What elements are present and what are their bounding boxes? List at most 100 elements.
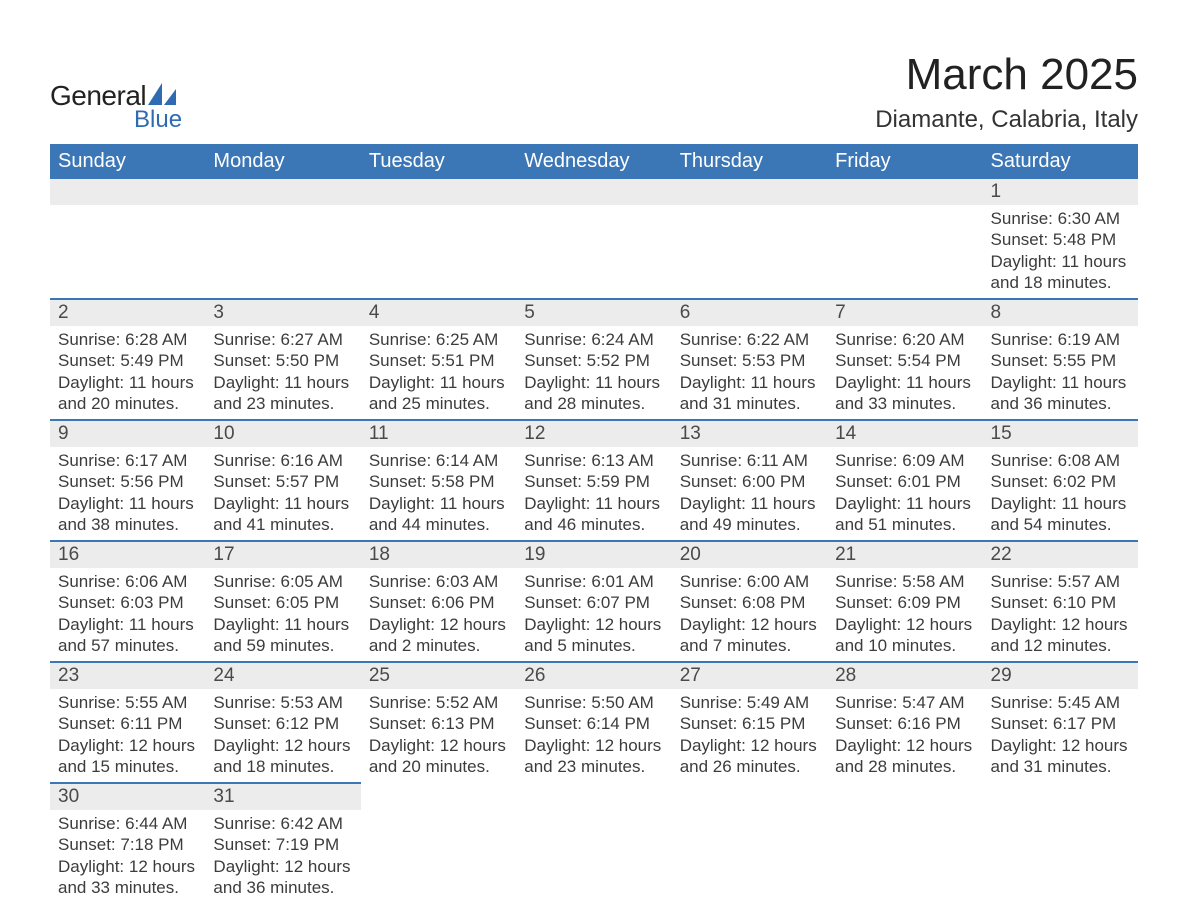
calendar-cell — [983, 783, 1138, 903]
sunset-line: Sunset: 6:06 PM — [369, 592, 508, 613]
sunrise-line: Sunrise: 6:42 AM — [213, 813, 352, 834]
sunrise-line: Sunrise: 5:50 AM — [524, 692, 663, 713]
dow-sunday: Sunday — [50, 144, 205, 179]
calendar-cell: 29Sunrise: 5:45 AMSunset: 6:17 PMDayligh… — [983, 662, 1138, 783]
sunrise-line: Sunrise: 6:09 AM — [835, 450, 974, 471]
calendar-cell — [827, 179, 982, 299]
calendar-cell — [50, 179, 205, 299]
calendar-cell: 31Sunrise: 6:42 AMSunset: 7:19 PMDayligh… — [205, 783, 360, 903]
daylight-line: Daylight: 12 hours and 15 minutes. — [58, 735, 197, 778]
daylight-line: Daylight: 11 hours and 33 minutes. — [835, 372, 974, 415]
sunrise-line: Sunrise: 5:49 AM — [680, 692, 819, 713]
sunrise-line: Sunrise: 6:20 AM — [835, 329, 974, 350]
day-data: Sunrise: 5:49 AMSunset: 6:15 PMDaylight:… — [672, 689, 827, 782]
sunset-line: Sunset: 6:07 PM — [524, 592, 663, 613]
day-number: 28 — [827, 663, 982, 689]
sunset-line: Sunset: 6:03 PM — [58, 592, 197, 613]
calendar-cell: 5Sunrise: 6:24 AMSunset: 5:52 PMDaylight… — [516, 299, 671, 420]
calendar-cell: 19Sunrise: 6:01 AMSunset: 6:07 PMDayligh… — [516, 541, 671, 662]
calendar-cell: 20Sunrise: 6:00 AMSunset: 6:08 PMDayligh… — [672, 541, 827, 662]
day-data: Sunrise: 6:22 AMSunset: 5:53 PMDaylight:… — [672, 326, 827, 419]
calendar-cell — [672, 179, 827, 299]
calendar-cell: 7Sunrise: 6:20 AMSunset: 5:54 PMDaylight… — [827, 299, 982, 420]
calendar-cell — [361, 179, 516, 299]
calendar-cell: 10Sunrise: 6:16 AMSunset: 5:57 PMDayligh… — [205, 420, 360, 541]
day-data: Sunrise: 5:55 AMSunset: 6:11 PMDaylight:… — [50, 689, 205, 782]
day-number: 3 — [205, 300, 360, 326]
day-number — [827, 783, 982, 809]
dow-wednesday: Wednesday — [516, 144, 671, 179]
dow-tuesday: Tuesday — [361, 144, 516, 179]
sunrise-line: Sunrise: 6:13 AM — [524, 450, 663, 471]
calendar-week-row: 23Sunrise: 5:55 AMSunset: 6:11 PMDayligh… — [50, 662, 1138, 783]
sunset-line: Sunset: 6:08 PM — [680, 592, 819, 613]
day-number — [672, 179, 827, 205]
daylight-line: Daylight: 11 hours and 41 minutes. — [213, 493, 352, 536]
calendar-cell — [361, 783, 516, 903]
calendar-cell: 9Sunrise: 6:17 AMSunset: 5:56 PMDaylight… — [50, 420, 205, 541]
sunset-line: Sunset: 5:58 PM — [369, 471, 508, 492]
day-data: Sunrise: 5:47 AMSunset: 6:16 PMDaylight:… — [827, 689, 982, 782]
day-number — [361, 179, 516, 205]
calendar-cell: 17Sunrise: 6:05 AMSunset: 6:05 PMDayligh… — [205, 541, 360, 662]
sunrise-line: Sunrise: 5:45 AM — [991, 692, 1130, 713]
daylight-line: Daylight: 11 hours and 25 minutes. — [369, 372, 508, 415]
day-data: Sunrise: 5:50 AMSunset: 6:14 PMDaylight:… — [516, 689, 671, 782]
sunset-line: Sunset: 5:55 PM — [991, 350, 1130, 371]
day-number — [827, 179, 982, 205]
calendar-week-row: 9Sunrise: 6:17 AMSunset: 5:56 PMDaylight… — [50, 420, 1138, 541]
day-number: 24 — [205, 663, 360, 689]
calendar-cell: 3Sunrise: 6:27 AMSunset: 5:50 PMDaylight… — [205, 299, 360, 420]
day-data: Sunrise: 5:53 AMSunset: 6:12 PMDaylight:… — [205, 689, 360, 782]
sunset-line: Sunset: 6:05 PM — [213, 592, 352, 613]
sunrise-line: Sunrise: 6:08 AM — [991, 450, 1130, 471]
sunrise-line: Sunrise: 5:55 AM — [58, 692, 197, 713]
day-number: 19 — [516, 542, 671, 568]
calendar-cell: 21Sunrise: 5:58 AMSunset: 6:09 PMDayligh… — [827, 541, 982, 662]
day-number: 17 — [205, 542, 360, 568]
daylight-line: Daylight: 12 hours and 5 minutes. — [524, 614, 663, 657]
day-data: Sunrise: 6:11 AMSunset: 6:00 PMDaylight:… — [672, 447, 827, 540]
sunrise-line: Sunrise: 6:27 AM — [213, 329, 352, 350]
day-data: Sunrise: 6:25 AMSunset: 5:51 PMDaylight:… — [361, 326, 516, 419]
sunset-line: Sunset: 6:10 PM — [991, 592, 1130, 613]
daylight-line: Daylight: 12 hours and 36 minutes. — [213, 856, 352, 899]
calendar-cell — [205, 179, 360, 299]
daylight-line: Daylight: 11 hours and 51 minutes. — [835, 493, 974, 536]
sunset-line: Sunset: 5:49 PM — [58, 350, 197, 371]
daylight-line: Daylight: 12 hours and 20 minutes. — [369, 735, 508, 778]
day-data: Sunrise: 6:09 AMSunset: 6:01 PMDaylight:… — [827, 447, 982, 540]
day-number: 23 — [50, 663, 205, 689]
daylight-line: Daylight: 11 hours and 38 minutes. — [58, 493, 197, 536]
day-data: Sunrise: 6:13 AMSunset: 5:59 PMDaylight:… — [516, 447, 671, 540]
logo-text-general: General — [50, 80, 146, 112]
sunrise-line: Sunrise: 5:58 AM — [835, 571, 974, 592]
sunrise-line: Sunrise: 6:03 AM — [369, 571, 508, 592]
daylight-line: Daylight: 12 hours and 28 minutes. — [835, 735, 974, 778]
day-number — [516, 179, 671, 205]
day-data: Sunrise: 5:58 AMSunset: 6:09 PMDaylight:… — [827, 568, 982, 661]
calendar-week-row: 30Sunrise: 6:44 AMSunset: 7:18 PMDayligh… — [50, 783, 1138, 903]
sunrise-line: Sunrise: 6:00 AM — [680, 571, 819, 592]
sunrise-line: Sunrise: 5:53 AM — [213, 692, 352, 713]
day-number: 21 — [827, 542, 982, 568]
daylight-line: Daylight: 12 hours and 31 minutes. — [991, 735, 1130, 778]
day-data: Sunrise: 6:01 AMSunset: 6:07 PMDaylight:… — [516, 568, 671, 661]
day-number: 1 — [983, 179, 1138, 205]
day-number: 18 — [361, 542, 516, 568]
daylight-line: Daylight: 11 hours and 31 minutes. — [680, 372, 819, 415]
day-number: 6 — [672, 300, 827, 326]
logo: General Blue — [50, 80, 182, 134]
calendar-cell: 28Sunrise: 5:47 AMSunset: 6:16 PMDayligh… — [827, 662, 982, 783]
sunset-line: Sunset: 6:00 PM — [680, 471, 819, 492]
day-number — [205, 179, 360, 205]
sunset-line: Sunset: 6:02 PM — [991, 471, 1130, 492]
sunrise-line: Sunrise: 6:28 AM — [58, 329, 197, 350]
day-number: 29 — [983, 663, 1138, 689]
sunset-line: Sunset: 6:01 PM — [835, 471, 974, 492]
logo-text-blue: Blue — [134, 106, 182, 134]
daylight-line: Daylight: 11 hours and 20 minutes. — [58, 372, 197, 415]
day-number — [361, 783, 516, 809]
calendar-body: 1Sunrise: 6:30 AMSunset: 5:48 PMDaylight… — [50, 179, 1138, 903]
day-number: 13 — [672, 421, 827, 447]
